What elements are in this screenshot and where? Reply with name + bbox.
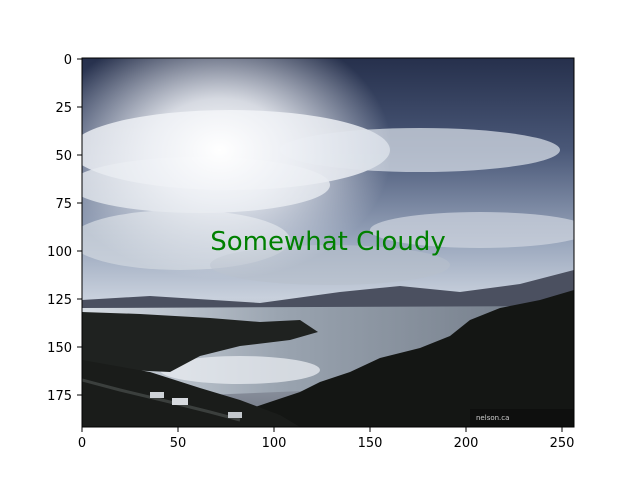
watermark-bar <box>470 409 574 427</box>
x-tick-label: 50 <box>170 436 187 451</box>
caption-text: Somewhat Cloudy <box>210 227 446 257</box>
y-tick-label: 0 <box>64 53 72 68</box>
watermark-text: nelson.ca <box>476 414 509 422</box>
car <box>172 398 188 405</box>
y-tick-label: 175 <box>47 389 72 404</box>
right-forest <box>210 290 574 427</box>
y-tick-label: 75 <box>55 197 72 212</box>
y-tick-label: 150 <box>47 341 72 356</box>
x-tick-label: 100 <box>262 436 287 451</box>
x-tick-label: 200 <box>454 436 479 451</box>
x-tick-label: 0 <box>78 436 86 451</box>
x-tick-label: 150 <box>358 436 383 451</box>
foreground-land <box>82 360 300 427</box>
left-shore <box>82 312 318 372</box>
water-reflection <box>160 356 320 384</box>
car <box>150 392 164 398</box>
y-axis: 0 25 50 75 100 125 150 175 <box>47 53 82 404</box>
x-tick-label: 250 <box>550 436 575 451</box>
y-tick-label: 125 <box>47 293 72 308</box>
y-tick-label: 100 <box>47 245 72 260</box>
photo: nelson.ca <box>82 58 574 427</box>
y-tick-label: 50 <box>55 149 72 164</box>
axes-frame <box>81 57 575 428</box>
car <box>228 412 242 418</box>
road <box>82 378 241 422</box>
distant-hills <box>82 270 574 310</box>
y-tick-label: 25 <box>55 101 72 116</box>
x-axis: 0 50 100 150 200 250 <box>78 427 575 451</box>
